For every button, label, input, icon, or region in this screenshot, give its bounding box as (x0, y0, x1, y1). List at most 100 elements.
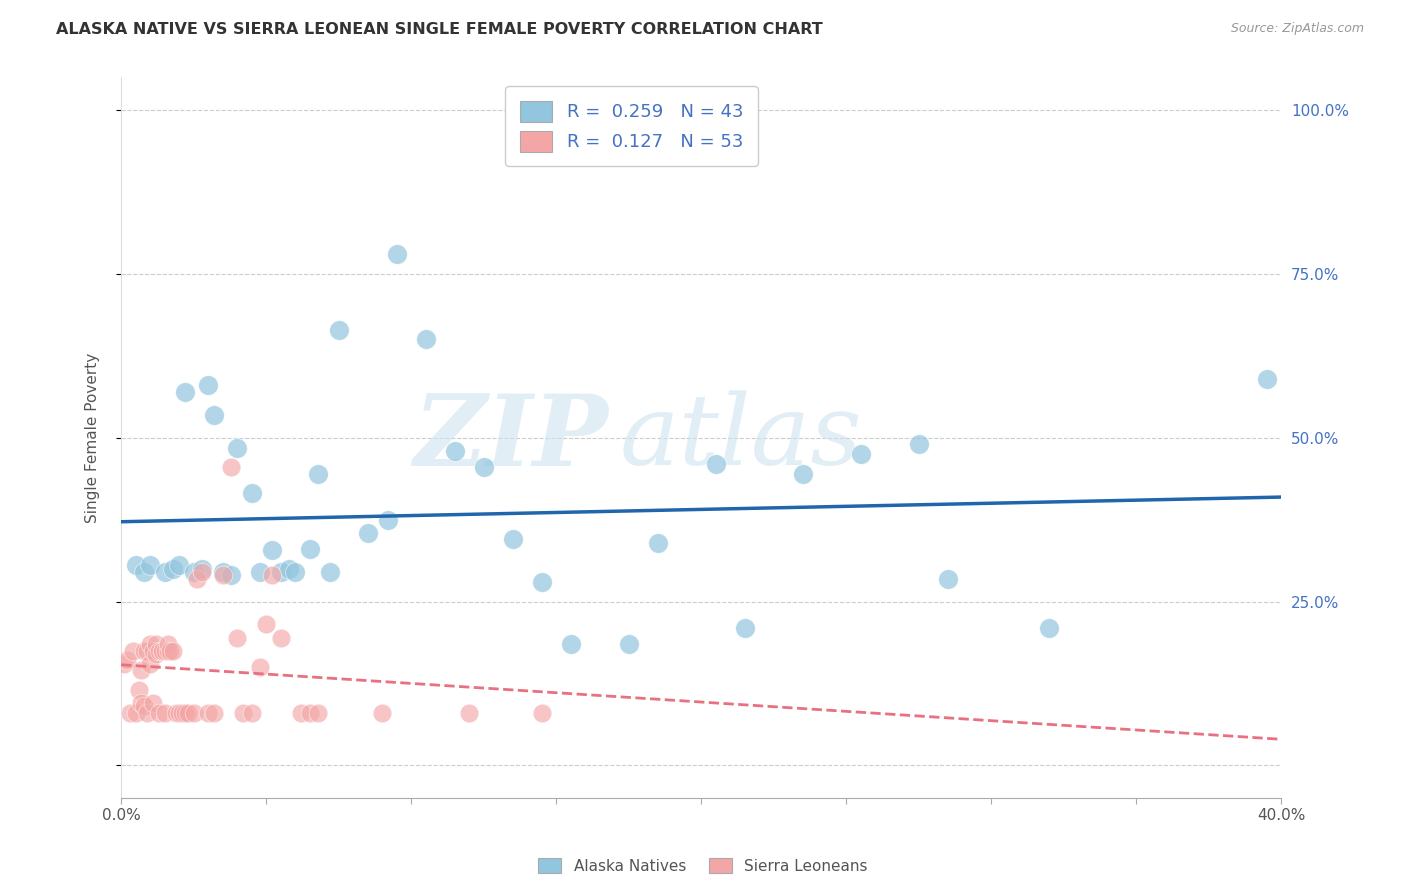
Point (131, 696, 153, 710)
Legend: Alaska Natives, Sierra Leoneans: Alaska Natives, Sierra Leoneans (533, 852, 873, 880)
Point (936, 572, 959, 586)
Point (186, 572, 208, 586)
Point (124, 706, 146, 720)
Legend: R =  0.259   N = 43, R =  0.127   N = 53: R = 0.259 N = 43, R = 0.127 N = 53 (505, 87, 758, 166)
Point (560, 637, 582, 651)
Point (307, 467, 329, 481)
Point (177, 706, 200, 720)
Point (150, 643, 173, 657)
Point (221, 568, 243, 582)
Point (145, 647, 167, 661)
Point (183, 706, 205, 720)
Point (136, 643, 159, 657)
Point (134, 643, 156, 657)
Point (371, 706, 394, 720)
Point (226, 631, 249, 645)
Point (153, 643, 176, 657)
Point (734, 621, 756, 635)
Point (118, 706, 141, 720)
Point (148, 706, 170, 720)
Point (142, 696, 165, 710)
Point (284, 565, 307, 579)
Point (232, 706, 254, 720)
Point (907, 437, 929, 451)
Point (249, 660, 271, 674)
Point (319, 565, 342, 579)
Point (1256, 372, 1278, 386)
Point (260, 543, 283, 558)
Point (159, 643, 181, 657)
Point (156, 637, 179, 651)
Point (307, 706, 329, 720)
Point (136, 706, 159, 720)
Point (165, 706, 187, 720)
Point (142, 643, 165, 657)
Point (112, 657, 135, 671)
Point (153, 706, 176, 720)
Point (792, 467, 814, 481)
Point (131, 663, 153, 677)
Point (290, 706, 312, 720)
Point (115, 653, 138, 667)
Point (647, 535, 669, 549)
Point (139, 657, 162, 671)
Point (249, 565, 271, 579)
Point (134, 565, 156, 579)
Point (270, 565, 292, 579)
Point (328, 323, 350, 337)
Text: atlas: atlas (620, 390, 863, 485)
Point (240, 486, 263, 500)
Point (191, 565, 214, 579)
Point (617, 637, 640, 651)
Point (134, 699, 156, 714)
Point (226, 441, 249, 455)
Point (167, 706, 190, 720)
Point (124, 558, 146, 573)
Point (415, 333, 437, 347)
Point (150, 643, 173, 657)
Point (162, 643, 184, 657)
Point (211, 565, 233, 579)
Point (530, 706, 553, 720)
Text: ZIP: ZIP (413, 390, 609, 486)
Point (211, 568, 233, 582)
Point (240, 706, 263, 720)
Point (145, 637, 167, 651)
Point (197, 378, 219, 392)
Point (254, 617, 277, 632)
Point (183, 565, 205, 579)
Point (128, 683, 150, 698)
Point (139, 558, 162, 573)
Text: Source: ZipAtlas.com: Source: ZipAtlas.com (1230, 22, 1364, 36)
Y-axis label: Single Female Poverty: Single Female Poverty (86, 352, 100, 523)
Point (260, 568, 283, 582)
Point (298, 706, 321, 720)
Point (139, 637, 162, 651)
Point (148, 643, 170, 657)
Point (458, 706, 481, 720)
Point (385, 247, 408, 261)
Point (472, 460, 495, 475)
Point (174, 706, 197, 720)
Point (191, 562, 214, 576)
Point (270, 631, 292, 645)
Point (443, 443, 465, 458)
Point (121, 643, 143, 657)
Point (356, 525, 378, 540)
Point (221, 460, 243, 475)
Point (202, 706, 225, 720)
Point (170, 706, 193, 720)
Point (1038, 621, 1060, 635)
Point (849, 447, 872, 461)
Point (174, 384, 197, 399)
Point (162, 562, 184, 576)
Point (153, 565, 176, 579)
Point (298, 542, 321, 557)
Point (502, 533, 524, 547)
Point (530, 574, 553, 589)
Point (377, 513, 399, 527)
Point (278, 562, 301, 576)
Point (156, 643, 179, 657)
Text: ALASKA NATIVE VS SIERRA LEONEAN SINGLE FEMALE POVERTY CORRELATION CHART: ALASKA NATIVE VS SIERRA LEONEAN SINGLE F… (56, 22, 823, 37)
Point (704, 457, 727, 471)
